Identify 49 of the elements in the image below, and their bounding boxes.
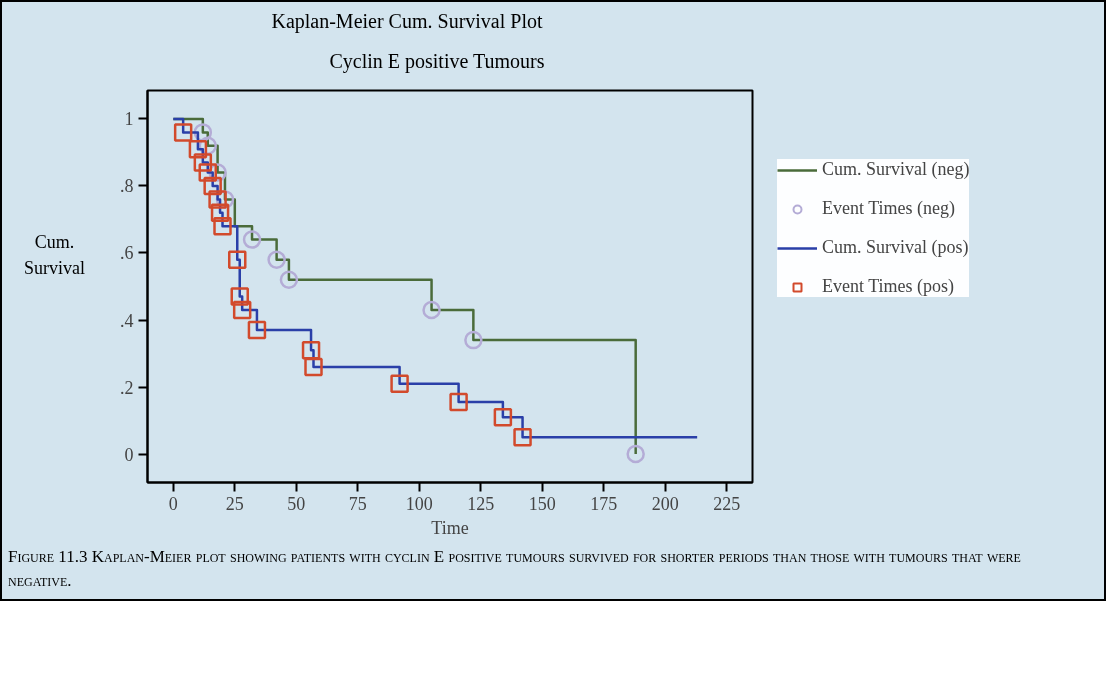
x-tick-label: 0 — [168, 493, 178, 514]
x-axis-title: Time — [431, 517, 469, 538]
point — [232, 300, 252, 320]
x-tick-label: 150 — [528, 493, 556, 514]
y-tick-label: .8 — [120, 176, 134, 197]
x-tick-label: 125 — [467, 493, 495, 514]
x-tick-label: 100 — [405, 493, 433, 514]
point — [513, 428, 532, 447]
legend-label: Event Times (pos) — [822, 276, 955, 298]
point — [230, 287, 249, 306]
legend-label: Cum. Survival (neg) — [822, 159, 970, 181]
y-axis-title: Cum. Survival — [23, 231, 86, 280]
legend-label: Cum. Survival (pos) — [822, 237, 969, 259]
point — [464, 331, 483, 350]
point — [449, 392, 468, 412]
point — [493, 408, 513, 427]
y-tick-label: .4 — [120, 310, 134, 331]
point — [208, 190, 227, 209]
x-tick-label: 25 — [225, 493, 244, 514]
point — [242, 230, 262, 249]
x-tick-label: 175 — [590, 493, 618, 514]
point — [228, 250, 247, 270]
point — [422, 300, 441, 320]
point — [173, 123, 193, 142]
point — [626, 444, 645, 464]
caption: Figure 11.3 Kaplan-Meier plot showing patients with cyclin E positive tumours survived for shorter periods than those with tumours that were negative. — [8, 546, 1022, 593]
chart-subtitle: Cyclin E positive Tumours — [329, 48, 545, 75]
chart-title: Kaplan-Meier Cum. Survival Plot — [271, 9, 543, 35]
point — [203, 176, 222, 196]
legend-label: Event Times (neg) — [822, 198, 955, 220]
point — [279, 270, 299, 290]
y-tick-label: 1 — [124, 109, 134, 130]
point — [210, 203, 230, 223]
point — [267, 250, 286, 270]
x-tick-label: 75 — [348, 493, 367, 514]
point — [193, 153, 213, 172]
point — [301, 341, 321, 360]
x-tick-label: 50 — [287, 493, 306, 514]
point — [390, 374, 409, 394]
point — [213, 217, 232, 236]
point — [198, 163, 217, 182]
point — [304, 357, 323, 377]
point — [188, 140, 208, 159]
x-tick-label: 200 — [651, 493, 679, 514]
y-tick-label: 0 — [124, 444, 134, 465]
y-tick-label: .6 — [120, 243, 134, 264]
y-tick-label: .2 — [120, 377, 134, 398]
x-tick-label: 225 — [713, 493, 741, 514]
point — [247, 320, 267, 340]
